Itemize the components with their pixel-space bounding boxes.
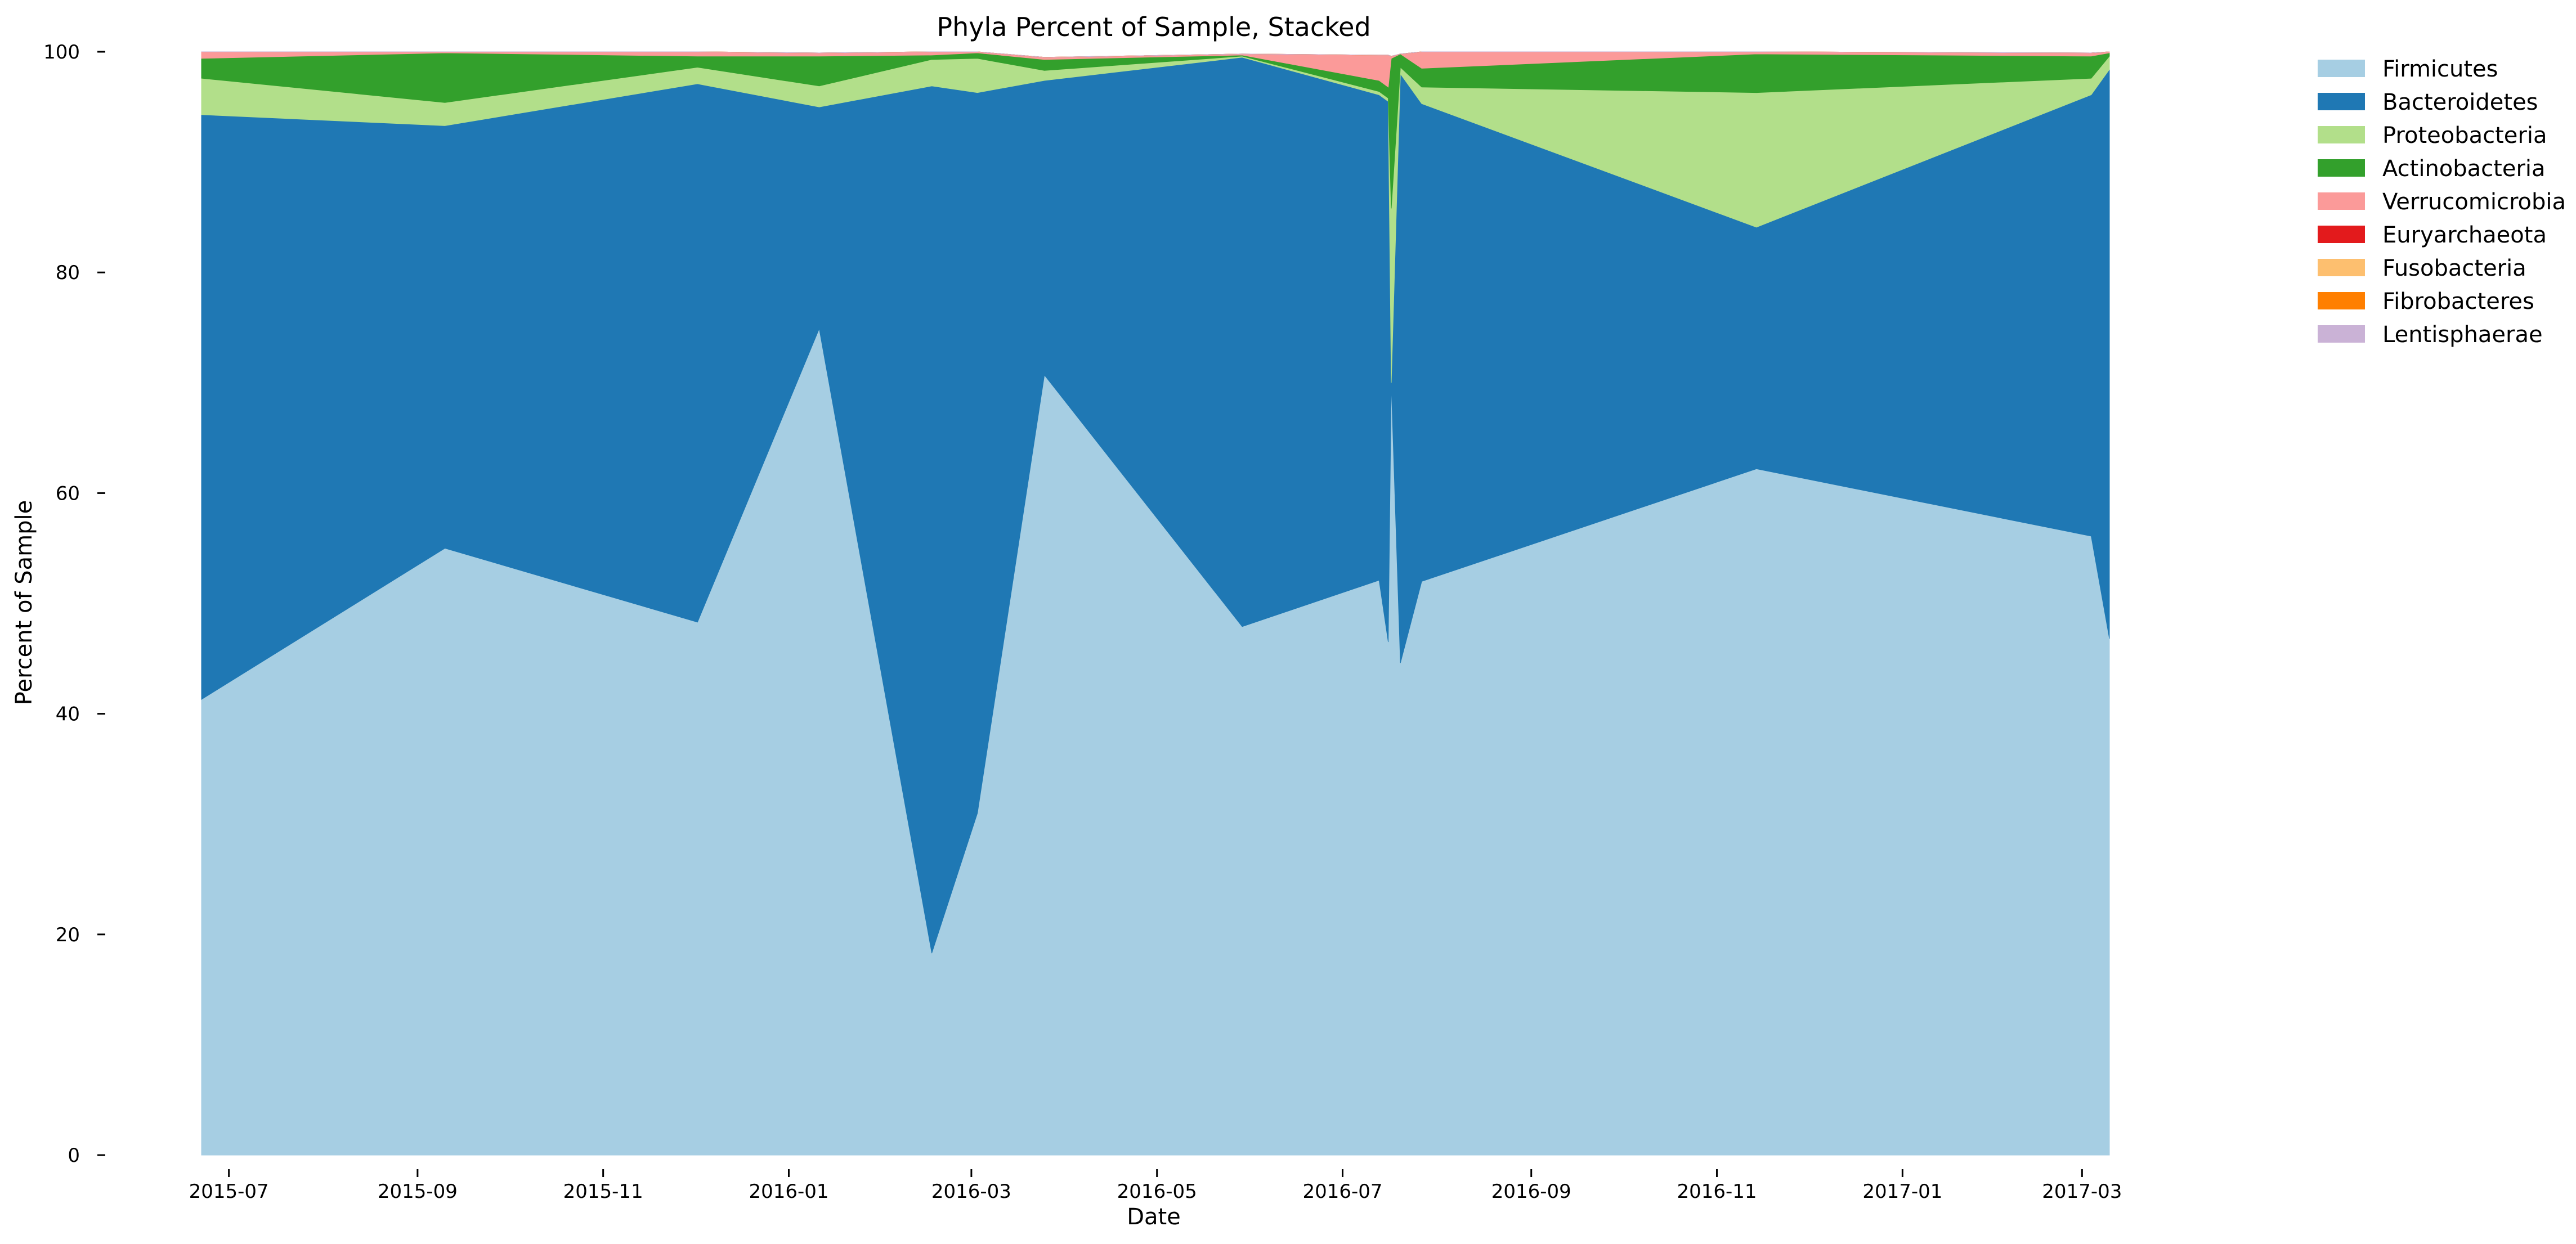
legend-swatch-bacteroidetes <box>2318 93 2365 110</box>
y-tick-label: 40 <box>56 703 80 726</box>
x-tick-label: 2016-03 <box>931 1180 1011 1203</box>
legend-label-bacteroidetes: Bacteroidetes <box>2382 89 2538 115</box>
legend-label-firmicutes: Firmicutes <box>2382 56 2498 82</box>
area-layers <box>201 51 2110 1156</box>
legend: Firmicutes Bacteroidetes Proteobacteria Act… <box>2318 56 2566 348</box>
x-tick-label: 2017-03 <box>2042 1180 2122 1203</box>
x-tick-label: 2016-11 <box>1677 1180 1757 1203</box>
x-axis-label: Date <box>1127 1204 1181 1230</box>
x-tick-label: 2015-11 <box>563 1180 643 1203</box>
y-tick-label: 60 <box>56 482 80 505</box>
x-tick-label: 2015-09 <box>378 1180 458 1203</box>
legend-swatch-actinobacteria <box>2318 159 2365 177</box>
y-tick-label: 80 <box>56 262 80 284</box>
legend-swatch-lentisphaerae <box>2318 325 2365 343</box>
y-tick-label: 100 <box>43 41 80 64</box>
legend-label-fibrobacteres: Fibrobacteres <box>2382 289 2534 315</box>
legend-swatch-fusobacteria <box>2318 259 2365 276</box>
x-tick-label: 2016-01 <box>749 1180 828 1203</box>
legend-swatch-fibrobacteres <box>2318 292 2365 309</box>
legend-label-euryarchaeota: Euryarchaeota <box>2382 222 2547 248</box>
x-tick-label: 2016-07 <box>1302 1180 1382 1203</box>
legend-swatch-verrucomicrobia <box>2318 192 2365 210</box>
legend-label-proteobacteria: Proteobacteria <box>2382 123 2547 149</box>
x-tick-label: 2016-09 <box>1491 1180 1571 1203</box>
legend-label-verrucomicrobia: Verrucomicrobia <box>2382 189 2566 215</box>
x-tick-label: 2016-05 <box>1117 1180 1197 1203</box>
y-axis-label: Percent of Sample <box>11 500 37 705</box>
y-tick-label: 20 <box>56 924 80 946</box>
area-lentisphaerae <box>201 51 2110 58</box>
chart-title: Phyla Percent of Sample, Stacked <box>937 12 1370 42</box>
y-axis: 0 20 40 60 80 100 <box>43 41 105 1167</box>
legend-label-lentisphaerae: Lentisphaerae <box>2382 322 2543 348</box>
x-axis: 2015-07 2015-09 2015-11 2016-01 2016-03 2016-… <box>189 1169 2122 1203</box>
legend-swatch-proteobacteria <box>2318 126 2365 143</box>
x-tick-label: 2015-07 <box>189 1180 269 1203</box>
legend-swatch-firmicutes <box>2318 60 2365 77</box>
x-tick-label: 2017-01 <box>1862 1180 1942 1203</box>
legend-swatch-euryarchaeota <box>2318 226 2365 243</box>
legend-label-fusobacteria: Fusobacteria <box>2382 255 2526 281</box>
y-tick-label: 0 <box>68 1144 80 1167</box>
legend-label-actinobacteria: Actinobacteria <box>2382 156 2546 182</box>
